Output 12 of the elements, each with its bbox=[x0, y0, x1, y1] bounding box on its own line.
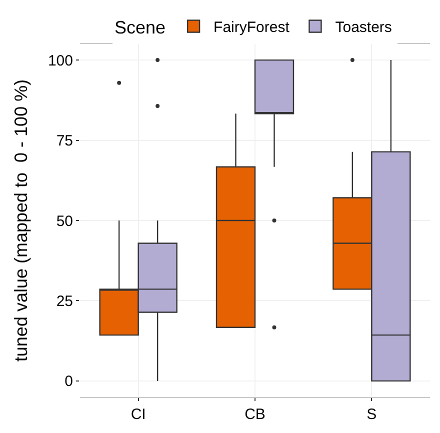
x-tick-label: CB bbox=[244, 406, 266, 423]
y-axis-title: tuned value (mapped to 0 - 100 %) bbox=[11, 79, 32, 362]
x-tick-label: CI bbox=[130, 406, 146, 423]
y-tick-label: 0 bbox=[64, 373, 73, 390]
legend-title: Scene bbox=[114, 17, 166, 38]
x-tick-label: S bbox=[366, 406, 377, 423]
legend-label: Toasters bbox=[335, 19, 392, 36]
y-tick-label: 50 bbox=[56, 212, 73, 230]
y-tick-label: 100 bbox=[48, 52, 73, 70]
y-tick-label: 75 bbox=[56, 132, 73, 150]
y-tick-label: 25 bbox=[56, 292, 73, 310]
legend-label: FairyForest bbox=[214, 19, 290, 36]
